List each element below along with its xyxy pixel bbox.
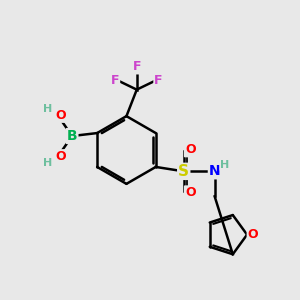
Text: O: O [248, 228, 258, 241]
Text: O: O [55, 150, 66, 163]
Text: F: F [111, 74, 119, 87]
Text: H: H [220, 160, 230, 170]
Text: O: O [185, 143, 196, 156]
Text: O: O [185, 186, 196, 199]
Text: N: N [209, 164, 220, 178]
Text: B: B [67, 129, 77, 143]
Text: S: S [178, 164, 189, 179]
Text: O: O [55, 109, 66, 122]
Text: H: H [43, 103, 52, 114]
Text: H: H [43, 158, 52, 168]
Text: F: F [133, 61, 141, 74]
Text: F: F [154, 74, 163, 87]
